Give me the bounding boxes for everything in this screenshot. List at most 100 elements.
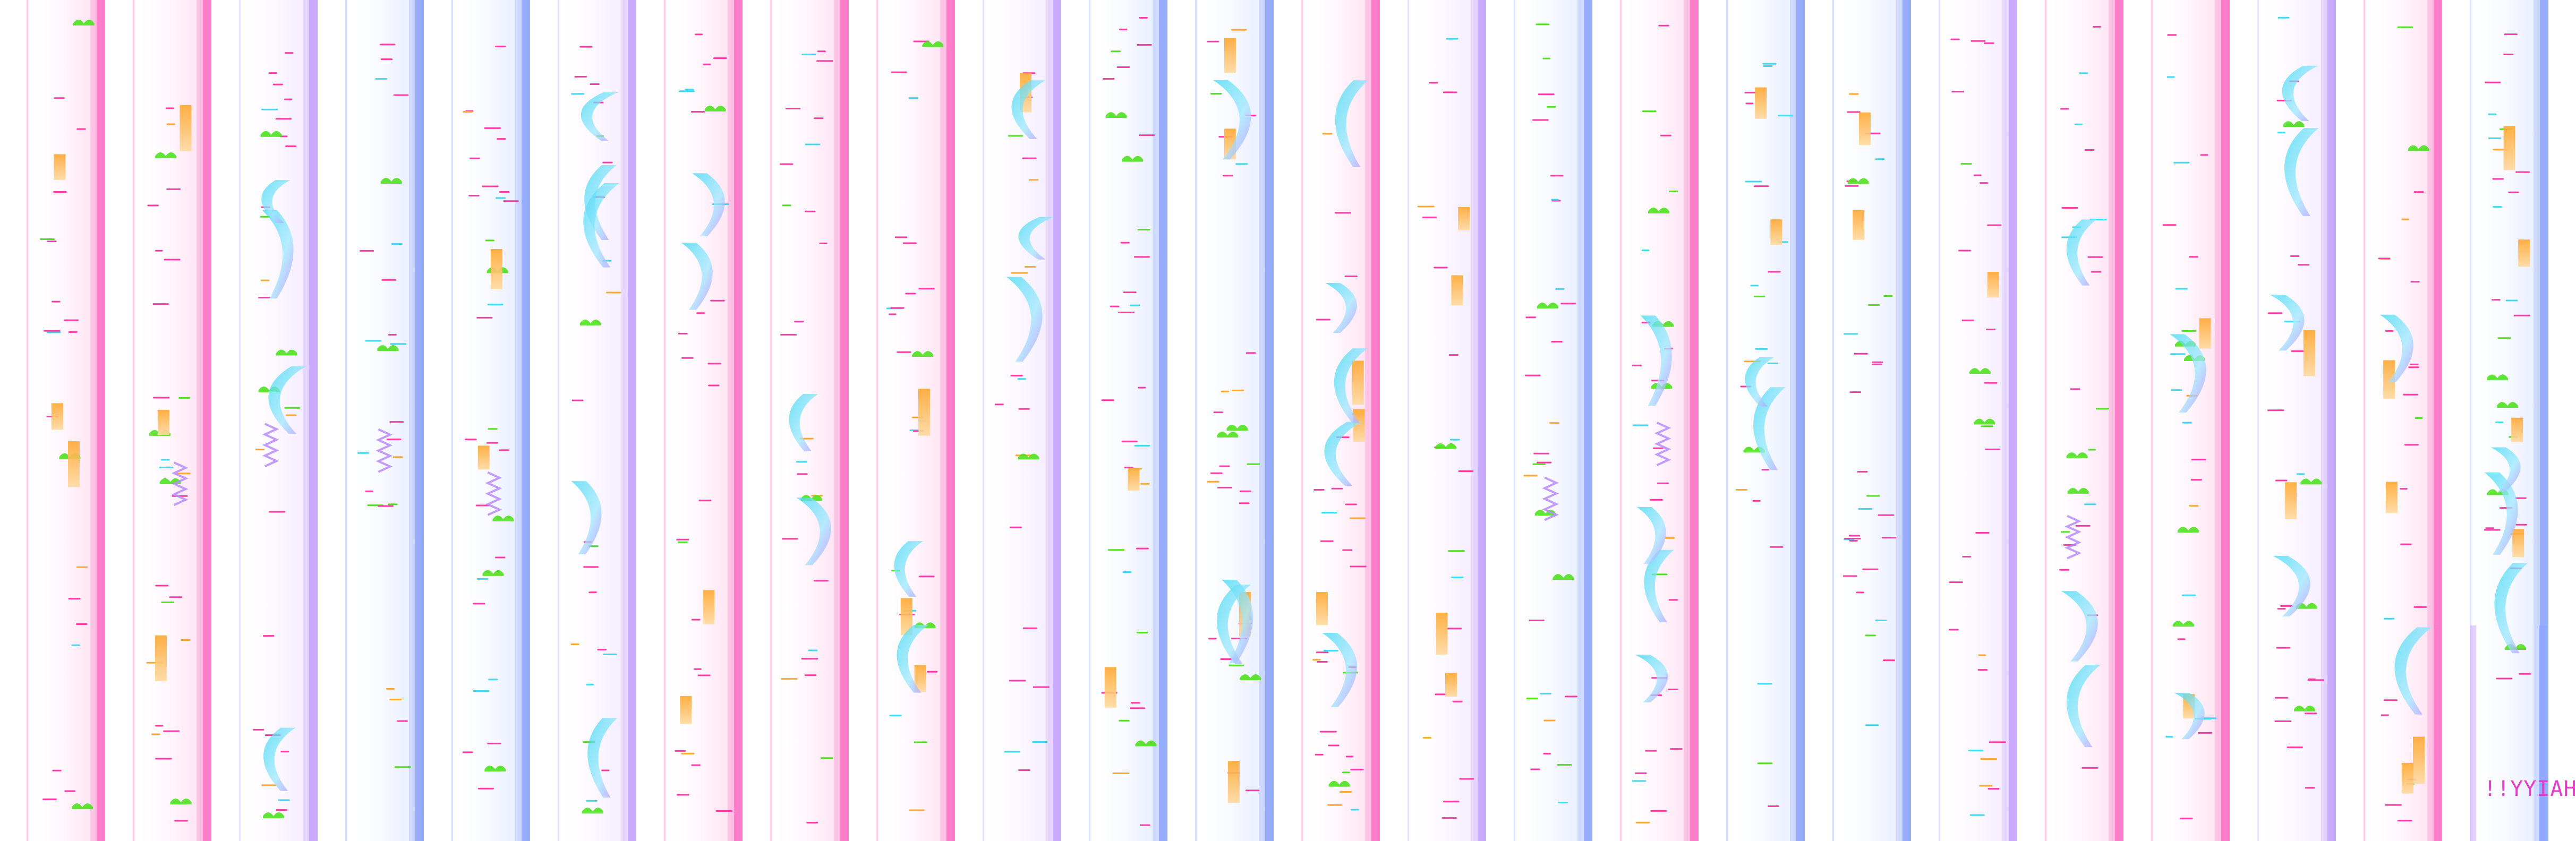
hold-note xyxy=(2285,482,2297,519)
tap-note xyxy=(1112,772,1130,774)
tap-note xyxy=(1350,565,1367,568)
tap-note xyxy=(1975,531,1990,534)
tap-note xyxy=(473,603,485,605)
tap-note xyxy=(1025,266,1036,268)
tap-note xyxy=(1247,463,1260,465)
column-edge xyxy=(1832,0,1834,841)
tap-note xyxy=(1525,316,1536,319)
tap-note xyxy=(889,313,897,315)
hold-note xyxy=(180,105,192,151)
slide-note xyxy=(1213,80,1251,160)
column-rail xyxy=(1903,0,1911,841)
tap-note xyxy=(1770,546,1784,548)
chart-column xyxy=(450,0,530,841)
tap-note xyxy=(276,809,287,811)
tap-note xyxy=(1532,119,1549,121)
tap-note xyxy=(2514,497,2527,499)
tap-note xyxy=(707,363,721,365)
flick-note xyxy=(2178,527,2199,533)
tap-note xyxy=(894,236,908,238)
tap-note xyxy=(1033,686,1050,688)
tap-note xyxy=(46,331,61,333)
tap-note xyxy=(1344,276,1358,278)
tap-note xyxy=(816,60,833,62)
tap-note xyxy=(1635,821,1650,823)
tap-note xyxy=(1968,750,1984,752)
column-notes xyxy=(886,40,944,811)
tap-note xyxy=(2274,697,2288,699)
tap-note xyxy=(713,57,727,59)
tap-note xyxy=(2280,605,2293,607)
flick-note xyxy=(1226,425,1248,431)
column-edge xyxy=(1726,0,1728,841)
tap-note xyxy=(1350,517,1366,519)
chart-column xyxy=(2044,0,2123,841)
slide-note xyxy=(2490,447,2521,492)
tap-note xyxy=(1138,387,1146,389)
tap-note xyxy=(2305,787,2315,789)
tap-note xyxy=(1529,620,1545,622)
column-edge xyxy=(1939,0,1940,841)
chart-column xyxy=(344,0,424,841)
column-edge xyxy=(2257,0,2259,841)
tap-note xyxy=(1875,158,1885,160)
tap-note xyxy=(379,44,396,46)
flick-note xyxy=(260,131,282,137)
column-notes xyxy=(1207,29,1261,803)
tap-note xyxy=(52,301,61,303)
tap-note xyxy=(1843,575,1857,577)
tap-note xyxy=(1137,229,1150,231)
tap-note xyxy=(1979,785,1993,787)
hold-note xyxy=(1227,761,1240,803)
hold-note xyxy=(1352,361,1364,405)
tap-note xyxy=(261,108,278,110)
slide-note xyxy=(1745,357,1775,407)
column-edge xyxy=(451,0,453,841)
spring-note xyxy=(485,471,502,516)
flick-note xyxy=(71,803,93,810)
tap-note xyxy=(64,319,79,321)
tap-note xyxy=(1635,772,1647,774)
hold-note xyxy=(1128,467,1140,491)
flick-note xyxy=(582,808,604,814)
tap-note xyxy=(255,449,265,451)
hold-note xyxy=(1445,673,1457,697)
column-notes xyxy=(2378,26,2432,822)
tap-note xyxy=(1960,163,1972,165)
preview-rail xyxy=(2539,625,2547,841)
slide-note xyxy=(261,180,291,223)
tap-note xyxy=(1538,93,1555,96)
tap-note xyxy=(2191,479,2202,481)
slide-note xyxy=(1006,277,1043,362)
column-notes xyxy=(1949,38,2006,816)
tap-note xyxy=(1417,205,1435,208)
tap-note xyxy=(1342,549,1353,551)
tap-note xyxy=(284,98,293,100)
tap-note xyxy=(1669,190,1678,192)
tap-note xyxy=(1961,319,1974,321)
chart-column xyxy=(557,0,636,841)
tap-note xyxy=(2400,488,2408,490)
tap-note xyxy=(1980,182,1988,184)
tap-note xyxy=(280,751,289,753)
chart-column xyxy=(2150,0,2230,841)
tap-note xyxy=(1872,361,1883,363)
column-inner xyxy=(457,0,515,841)
flick-note xyxy=(276,349,297,356)
tap-note xyxy=(161,601,174,603)
tap-note xyxy=(1441,817,1457,819)
column-inner xyxy=(669,0,728,841)
tap-note xyxy=(1978,654,1986,656)
tap-note xyxy=(386,439,402,441)
tap-note xyxy=(1207,480,1219,483)
tap-note xyxy=(2075,525,2091,527)
tap-note xyxy=(1868,304,1880,306)
tap-note xyxy=(1210,472,1223,474)
tap-note xyxy=(681,357,694,359)
flick-note xyxy=(2067,487,2089,494)
column-notes xyxy=(570,46,621,814)
tap-note xyxy=(1239,502,1250,504)
tap-note xyxy=(2085,149,2095,151)
flick-note xyxy=(1135,740,1157,746)
slide-note xyxy=(1322,633,1358,707)
